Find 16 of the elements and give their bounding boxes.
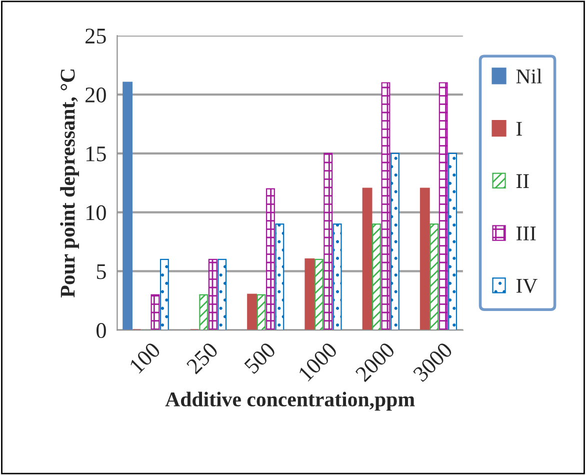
x-tick-label: 500 [244,342,276,374]
legend-label: IV [516,279,538,293]
y-tick-label: 20 [86,87,106,102]
legend-label: III [516,226,536,240]
legend-label: Nil [516,68,542,84]
x-tick-label: 250 [186,342,219,374]
y-tick-label: 10 [86,205,106,220]
y-tick-label: 25 [86,28,106,44]
legend-label: I [516,122,522,136]
y-axis-title: Pour point depressant, °C [60,70,80,298]
x-axis-title: Additive concentration,ppm [165,392,415,411]
legend-label: II [516,174,529,188]
x-tick-label: 100 [128,342,162,374]
y-tick-label: 15 [86,146,106,162]
y-tick-label: 5 [96,264,106,280]
y-tick-label: 0 [96,323,106,338]
